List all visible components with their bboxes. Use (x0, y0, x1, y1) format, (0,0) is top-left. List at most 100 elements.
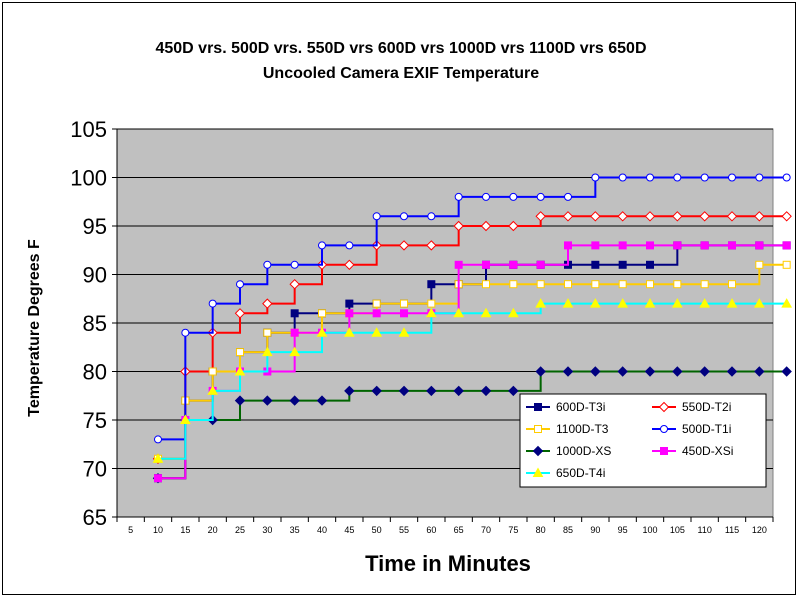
data-point (536, 260, 545, 269)
data-point (591, 241, 600, 250)
data-point (179, 414, 191, 424)
x-axis-title: Time in Minutes (365, 551, 531, 576)
data-point (754, 211, 765, 222)
data-point (700, 173, 709, 182)
legend-item: 650D-T4i (526, 466, 605, 480)
data-point (671, 298, 683, 308)
data-point (508, 220, 519, 232)
data-point (644, 366, 656, 377)
data-point (781, 366, 792, 377)
data-point (152, 453, 164, 463)
data-point (535, 211, 546, 222)
data-point (782, 260, 791, 269)
data-point (699, 366, 710, 377)
data-point (427, 280, 436, 289)
data-point (236, 280, 244, 289)
data-point (262, 298, 273, 309)
legend-item: 1100D-T3 (526, 422, 609, 436)
data-point (398, 240, 410, 251)
data-point (536, 280, 545, 289)
data-point (290, 328, 299, 337)
data-point (154, 474, 162, 483)
data-point (564, 280, 572, 289)
data-point (290, 309, 299, 318)
series-500d-t1i (154, 173, 791, 444)
data-point (617, 366, 628, 377)
legend-item: 1000D-XS (526, 444, 611, 458)
data-point (755, 241, 764, 250)
series-650d-t4i (152, 298, 793, 463)
data-point (535, 366, 546, 377)
data-point (289, 346, 301, 357)
data-point (236, 348, 244, 357)
data-point (400, 299, 408, 308)
data-point (590, 366, 601, 377)
data-point (425, 307, 437, 318)
data-point (782, 241, 791, 250)
data-point (728, 241, 736, 250)
data-point (318, 241, 326, 250)
data-point (589, 298, 601, 308)
data-point (699, 211, 710, 222)
x-tick-label: 40 (317, 525, 327, 535)
data-point (754, 366, 765, 377)
legend-label: 450D-XSi (682, 444, 733, 458)
data-point (644, 211, 656, 222)
data-point (482, 260, 490, 269)
data-point (371, 385, 382, 397)
series-550d-t2i (152, 211, 792, 465)
data-point (400, 309, 408, 318)
data-point (372, 299, 381, 308)
legend-item: 550D-T2i (652, 400, 731, 414)
x-tick-label: 80 (536, 525, 546, 535)
data-point (753, 298, 765, 308)
y-tick-label: 90 (83, 263, 107, 288)
data-point (372, 309, 381, 318)
x-tick-label: 5 (128, 525, 133, 535)
data-point (617, 211, 628, 222)
data-point (782, 173, 791, 182)
legend-swatch-marker (660, 447, 668, 455)
data-point (345, 299, 354, 308)
data-point (154, 435, 162, 444)
x-tick-label: 10 (153, 525, 163, 535)
x-tick-label: 100 (642, 525, 657, 535)
data-point (700, 280, 709, 289)
legend: 600D-T3i 550D-T2i 1100D-T3 500D-T1i 1000D-XS… (519, 393, 767, 488)
data-point (507, 307, 519, 318)
chart-subtitle: Uncooled Camera EXIF Temperature (263, 65, 539, 82)
data-point (181, 328, 190, 337)
y-axis-title: Temperature Degrees F (26, 239, 43, 417)
legend-box (519, 393, 767, 488)
data-point (726, 211, 738, 222)
x-tick-label: 15 (180, 525, 190, 535)
series-line (158, 176, 787, 441)
data-point (726, 298, 738, 308)
data-point (535, 298, 547, 308)
data-point (591, 260, 600, 269)
data-point (480, 385, 492, 397)
data-point (482, 192, 490, 201)
data-point (755, 260, 764, 269)
data-point (482, 280, 490, 289)
data-point (564, 241, 572, 250)
data-point (700, 241, 709, 250)
data-point (454, 192, 463, 201)
chart-frame: 450D vrs. 500D vrs. 550D vrs 600D vrs 10… (2, 2, 796, 595)
x-tick-label: 25 (235, 525, 245, 535)
series-line (158, 370, 787, 480)
y-tick-label: 65 (83, 505, 107, 530)
data-point (509, 280, 518, 289)
data-point (644, 298, 656, 308)
y-tick-label: 80 (83, 360, 107, 385)
legend-label: 1100D-T3 (556, 422, 609, 436)
data-point (646, 260, 654, 269)
legend-swatch-marker (532, 467, 544, 477)
data-point (781, 211, 792, 222)
data-point (453, 220, 464, 232)
data-point (564, 192, 572, 201)
data-point (427, 299, 436, 308)
data-point (263, 260, 272, 269)
data-point (427, 212, 436, 221)
x-tick-label: 30 (262, 525, 272, 535)
